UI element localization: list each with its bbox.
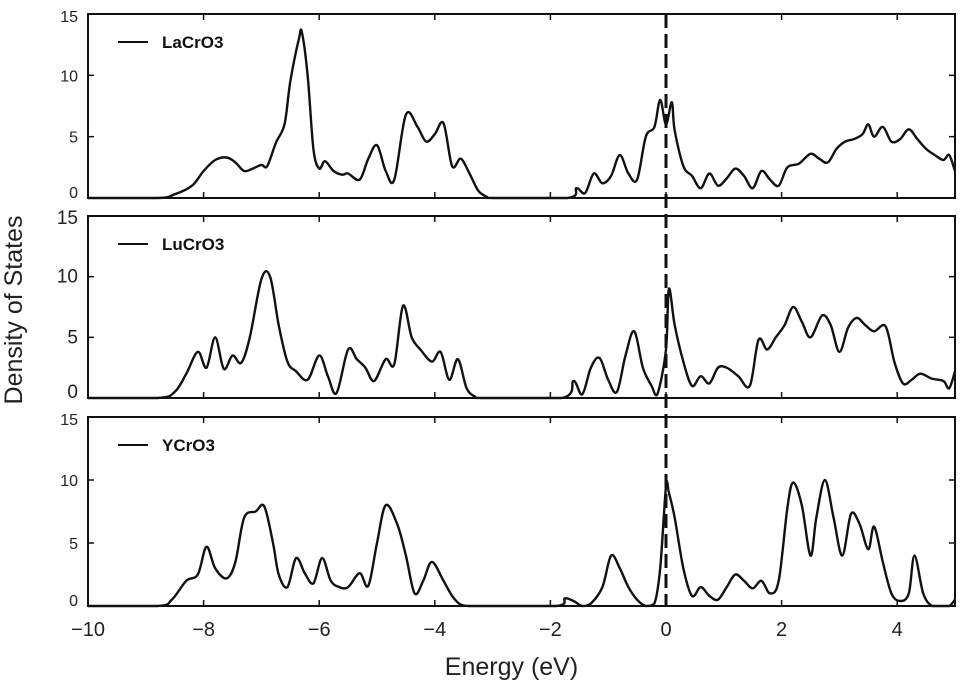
x-tick-label: −4 — [423, 619, 446, 641]
y-axis-title: Density of States — [0, 216, 28, 405]
y-tick-label: 5 — [69, 130, 78, 147]
legend-label: LuCrO3 — [162, 235, 224, 254]
x-tick-label: 0 — [660, 619, 671, 641]
legend-label: LaCrO3 — [162, 33, 223, 52]
x-tick-label: 2 — [776, 619, 787, 641]
panel-1: 0 5 10 15 LaCrO3 — [60, 9, 957, 202]
panel-2: 0 5 10 15 LuCrO3 — [57, 208, 957, 403]
y-tick-label: 5 — [67, 327, 78, 348]
x-tick-label: −8 — [192, 619, 215, 641]
x-axis-title: Energy (eV) — [445, 653, 578, 681]
y-tick-label: 10 — [60, 473, 78, 490]
panel-3: 0 5 10 15 YCrO3 — [60, 412, 956, 610]
y-tick-label: 10 — [60, 68, 78, 85]
legend-label: YCrO3 — [162, 436, 215, 455]
dos-curve-LaCrO3 — [87, 28, 957, 200]
dos-curve-YCrO3 — [88, 478, 956, 608]
y-tick-label: 15 — [60, 412, 78, 429]
y-tick-label: 0 — [69, 593, 78, 610]
y-tick-label: 10 — [57, 267, 78, 288]
x-tick-label: −2 — [539, 619, 562, 641]
dos-curve-LuCrO3 — [88, 270, 957, 400]
panel-frame — [87, 416, 956, 607]
x-tick-label: −10 — [71, 619, 105, 641]
y-tick-label: 0 — [69, 185, 78, 202]
y-tick-label: 15 — [60, 9, 78, 26]
y-tick-label: 5 — [69, 536, 78, 553]
x-tick-label: 4 — [892, 619, 903, 641]
y-tick-label: 0 — [67, 382, 78, 403]
y-tick-label: 15 — [57, 208, 78, 229]
x-tick-label: −6 — [308, 619, 331, 641]
